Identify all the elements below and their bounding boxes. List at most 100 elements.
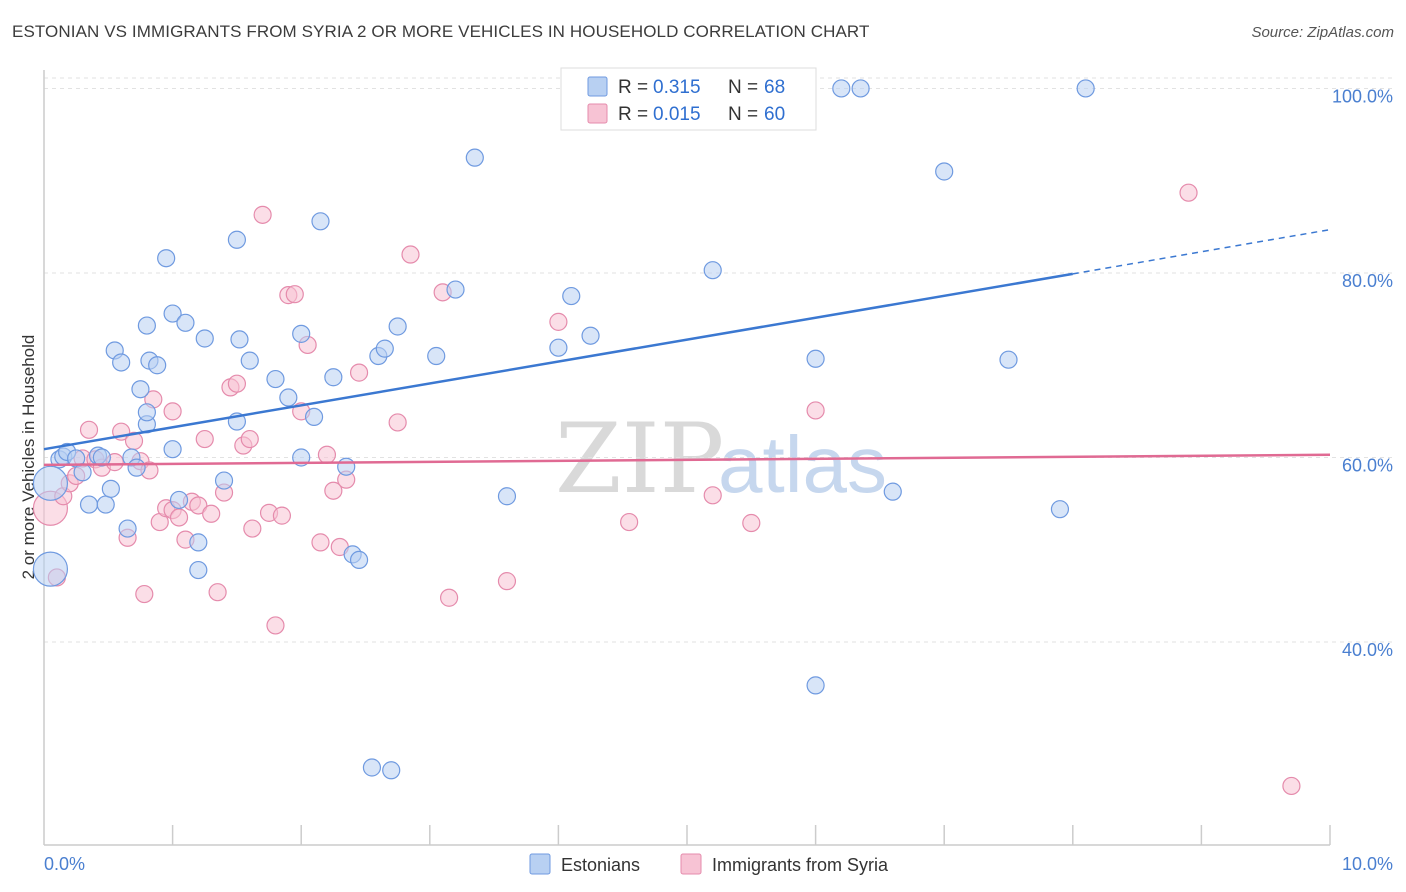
trend-lines — [43, 228, 1331, 467]
syria-point — [401, 245, 420, 264]
estonian-point — [851, 79, 870, 98]
syria-point — [324, 481, 343, 500]
syria-point — [497, 572, 517, 591]
estonian-point — [230, 330, 249, 349]
estonian-point — [806, 676, 825, 695]
legend-top: R = 0.315 N = 68 R = 0.015 N = 60 — [560, 67, 817, 131]
estonian-point — [176, 313, 195, 332]
syria-point — [243, 519, 262, 538]
x-axis-ticks — [171, 825, 1331, 845]
y-tick-label: 40.0% — [1342, 640, 1393, 660]
syria-point — [317, 445, 337, 464]
estonian-point — [935, 162, 954, 181]
syria-point — [620, 512, 639, 532]
syria-point — [195, 429, 214, 449]
estonian-point — [279, 388, 298, 407]
estonian-point — [388, 317, 407, 336]
estonian-point — [163, 440, 182, 459]
syria-point — [806, 401, 825, 420]
estonian-point — [101, 479, 120, 498]
bottom-legend-swatch-syria — [680, 853, 702, 875]
y-axis-tick-labels: 40.0% 60.0% 80.0% 100.0% — [1332, 86, 1393, 660]
legend-n-label-2: N = — [728, 104, 758, 125]
estonian-point — [324, 368, 343, 387]
legend-r-value-1: 0.315 — [653, 77, 701, 98]
estonian-point — [189, 533, 208, 552]
estonian-point — [169, 490, 189, 510]
bottom-legend-swatch-estonians — [529, 853, 551, 875]
estonian-point — [189, 560, 208, 580]
legend-n-label-1: N = — [728, 77, 758, 98]
source-credit: Source: ZipAtlas.com — [1251, 24, 1394, 41]
legend-r-value-2: 0.015 — [653, 104, 701, 125]
syria-point — [285, 285, 304, 304]
syria-point — [266, 616, 285, 635]
syria-point — [349, 363, 369, 382]
estonian-point — [292, 324, 311, 343]
estonian-point — [832, 79, 851, 98]
syria-point — [549, 312, 568, 331]
syria-point — [272, 506, 292, 525]
estonian-trend-line — [43, 272, 1074, 451]
y-tick-label: 100.0% — [1332, 86, 1393, 106]
estonian-point — [304, 407, 324, 427]
x-tick-label-max: 10.0% — [1342, 854, 1393, 874]
estonian-point — [465, 148, 484, 167]
chart-title: ESTONIAN VS IMMIGRANTS FROM SYRIA 2 OR M… — [12, 22, 870, 41]
estonian-point — [497, 487, 517, 506]
estonian-point — [73, 463, 92, 482]
legend-bottom: Estonians Immigrants from Syria — [529, 853, 889, 875]
estonian-point — [112, 353, 131, 372]
estonian-point — [195, 329, 214, 348]
estonian-point — [131, 380, 150, 399]
estonian-point — [382, 761, 401, 780]
estonian-point — [240, 351, 259, 370]
legend-r-label-2: R = — [618, 104, 648, 125]
syria-point — [135, 584, 154, 604]
syria-point — [1179, 183, 1198, 202]
bottom-legend-label-syria: Immigrants from Syria — [712, 855, 889, 875]
syria-point — [208, 583, 227, 602]
estonian-point — [549, 338, 568, 357]
syria-point — [189, 496, 208, 515]
syria-point — [253, 205, 272, 224]
estonian-point — [999, 350, 1018, 369]
syria-point — [169, 508, 189, 527]
estonian-point — [883, 482, 902, 501]
y-tick-label: 80.0% — [1342, 271, 1393, 291]
legend-swatch-estonians — [587, 76, 608, 97]
legend-n-value-1: 68 — [764, 77, 785, 98]
syria-point — [439, 588, 459, 607]
estonian-point — [163, 304, 182, 323]
estonian-point — [375, 339, 394, 358]
estonian-point — [157, 249, 176, 268]
estonian-point — [118, 519, 137, 538]
syria-point — [1282, 776, 1301, 796]
y-tick-label: 60.0% — [1342, 456, 1393, 476]
estonian-point — [362, 758, 382, 777]
estonian-point — [148, 356, 167, 375]
estonian-point — [32, 551, 69, 587]
estonian-point — [96, 495, 115, 514]
syria-point — [79, 420, 99, 439]
y-axis-label: 2 or more Vehicles in Household — [19, 335, 38, 580]
estonian-point — [1076, 79, 1095, 98]
syria-trend-line — [43, 453, 1331, 467]
estonian-point — [32, 465, 69, 501]
syria-point — [240, 429, 259, 449]
estonian-point — [562, 286, 581, 306]
estonian-point — [427, 346, 446, 366]
bottom-legend-label-estonians: Estonians — [561, 855, 640, 875]
estonian-point — [581, 326, 600, 345]
watermark-atlas: atlas — [718, 420, 887, 509]
syria-point — [227, 374, 246, 393]
syria-point — [202, 504, 221, 523]
legend-r-label-1: R = — [618, 77, 648, 98]
estonian-point — [311, 212, 330, 231]
estonian-point — [137, 403, 156, 422]
estonian-point — [137, 316, 156, 335]
estonian-point — [127, 458, 146, 477]
syria-points — [32, 183, 1301, 796]
estonian-point — [92, 448, 111, 467]
estonian-point — [1050, 500, 1070, 519]
